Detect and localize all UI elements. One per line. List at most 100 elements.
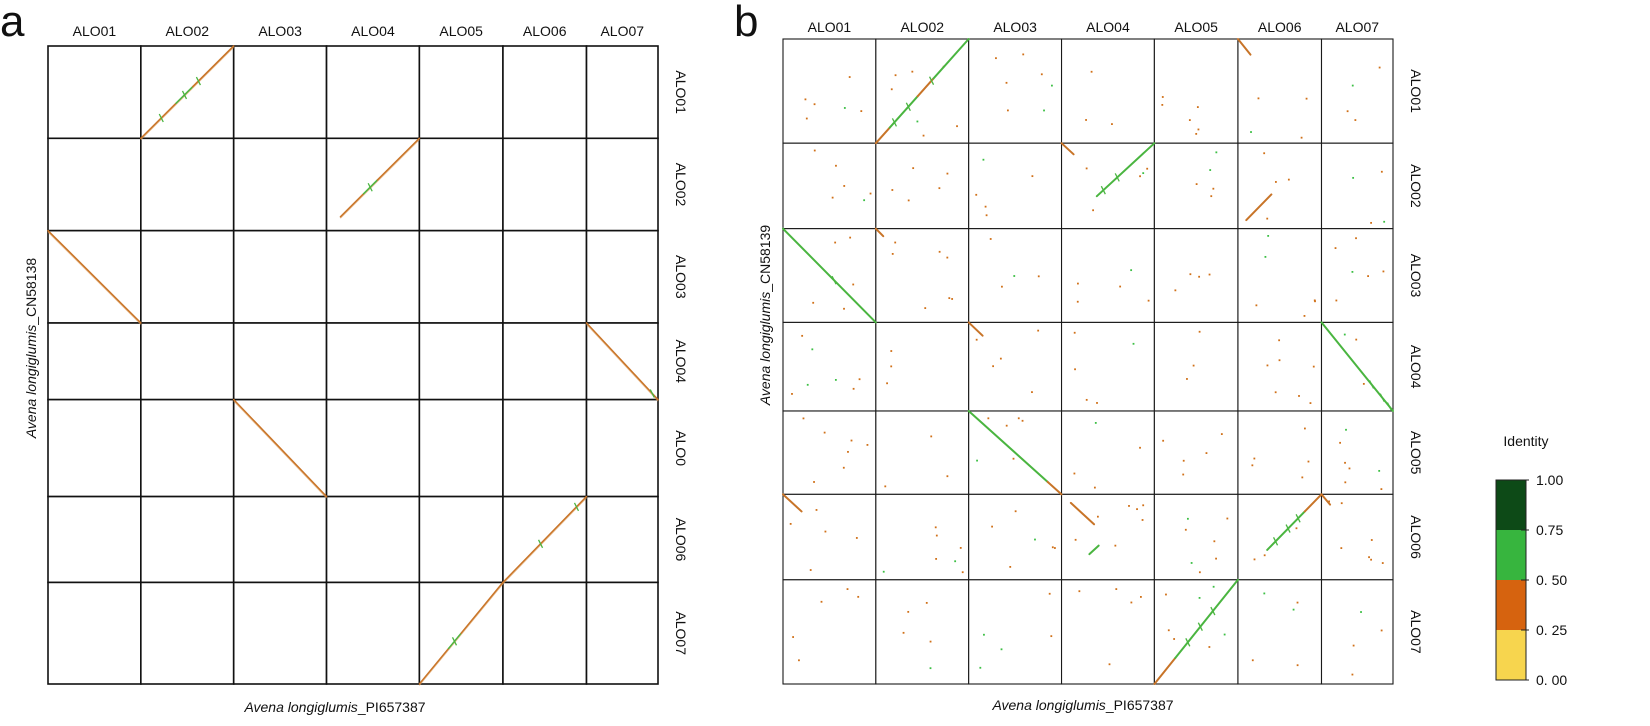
noise-dot bbox=[1190, 562, 1193, 564]
grid-cell bbox=[875, 321, 970, 412]
column-label-alo06: ALO06 bbox=[523, 23, 567, 39]
panel-a-row-labels: ALO01 ALO02 ALO03 ALO04 ALO0 ALO06 ALO07 bbox=[673, 70, 689, 655]
panel-a-y-axis-title: Avena longiglumis_CN58138 bbox=[23, 258, 39, 440]
noise-dot bbox=[1296, 601, 1299, 604]
noise-dot bbox=[1043, 109, 1045, 112]
alignment-tick bbox=[1272, 537, 1279, 546]
noise-dot bbox=[850, 439, 853, 442]
noise-dot bbox=[930, 435, 933, 438]
noise-dot bbox=[1346, 110, 1349, 113]
alignment-segment bbox=[874, 227, 885, 238]
grid-cell bbox=[502, 229, 588, 324]
noise-dot bbox=[1226, 517, 1229, 520]
noise-dot bbox=[1370, 539, 1373, 541]
identity-legend: Identity 1.00 0.75 0. 50 0. 25 0. 00 bbox=[1495, 433, 1567, 688]
noise-dot bbox=[1383, 220, 1386, 223]
alignment-tick bbox=[537, 539, 544, 549]
grid-cell bbox=[47, 398, 142, 498]
noise-dot bbox=[891, 253, 894, 255]
noise-dot bbox=[858, 378, 861, 381]
noise-dot bbox=[1073, 331, 1076, 334]
noise-dot bbox=[843, 307, 845, 310]
noise-dot bbox=[1263, 554, 1266, 557]
grid-cell bbox=[585, 137, 659, 232]
grid-cell bbox=[418, 45, 504, 140]
noise-dot bbox=[929, 667, 932, 670]
grid-cell bbox=[968, 493, 1063, 581]
noise-dot bbox=[984, 205, 987, 208]
noise-dot bbox=[916, 120, 919, 123]
alignment-tick bbox=[1368, 380, 1375, 389]
grid-cell bbox=[585, 398, 659, 498]
noise-dot bbox=[884, 485, 887, 488]
alignment-segment bbox=[1320, 493, 1332, 506]
noise-dot bbox=[1108, 663, 1111, 666]
row-label-alo0: ALO0 bbox=[673, 430, 689, 466]
noise-dot bbox=[843, 107, 846, 109]
noise-dot bbox=[1014, 510, 1017, 513]
column-label-alo01: ALO01 bbox=[73, 23, 117, 39]
noise-dot bbox=[989, 238, 992, 240]
grid-cell bbox=[47, 322, 142, 401]
noise-dot bbox=[824, 530, 827, 533]
noise-dot bbox=[1009, 565, 1012, 568]
noise-dot bbox=[995, 57, 997, 60]
legend-title: Identity bbox=[1503, 433, 1548, 449]
noise-dot bbox=[1382, 270, 1385, 273]
noise-dot bbox=[1209, 169, 1212, 171]
noise-dot bbox=[1111, 123, 1113, 125]
noise-dot bbox=[948, 297, 951, 300]
alignment-shadow bbox=[377, 139, 420, 182]
noise-dot bbox=[1263, 592, 1266, 595]
panel-a-label: a bbox=[0, 0, 25, 46]
noise-dot bbox=[979, 666, 982, 669]
noise-dot bbox=[1381, 562, 1384, 564]
noise-dot bbox=[938, 187, 941, 190]
noise-dot bbox=[811, 348, 814, 351]
noise-dot bbox=[1147, 299, 1150, 302]
noise-dot bbox=[801, 334, 804, 337]
alignment-tick bbox=[1295, 513, 1301, 523]
noise-dot bbox=[823, 431, 826, 434]
panel-b-x-axis-title: Avena longiglumis_PI657387 bbox=[991, 697, 1173, 713]
alignment-tick bbox=[158, 113, 164, 123]
noise-dot bbox=[1141, 519, 1144, 521]
noise-dot bbox=[813, 149, 816, 152]
noise-dot bbox=[857, 595, 860, 598]
row-label-alo03: ALO03 bbox=[1408, 254, 1424, 298]
noise-dot bbox=[1266, 364, 1269, 367]
noise-dot bbox=[1344, 481, 1347, 484]
noise-dot bbox=[842, 466, 845, 469]
noise-dot bbox=[1198, 330, 1201, 333]
alignment-segment bbox=[1303, 493, 1323, 513]
noise-dot bbox=[806, 383, 809, 386]
noise-dot bbox=[882, 570, 885, 573]
grid-cell bbox=[1153, 228, 1239, 323]
alignment-shadow bbox=[419, 649, 449, 686]
row-label-alo02: ALO02 bbox=[673, 163, 689, 207]
noise-dot bbox=[1031, 175, 1034, 178]
noise-dot bbox=[848, 76, 851, 78]
noise-dot bbox=[911, 70, 914, 73]
alignment-tick bbox=[1386, 402, 1393, 411]
grid-cell bbox=[1153, 142, 1239, 230]
noise-dot bbox=[1380, 170, 1383, 173]
noise-dot bbox=[1132, 342, 1135, 345]
noise-dot bbox=[924, 307, 927, 310]
noise-dot bbox=[812, 301, 815, 304]
panel-a-column-labels: ALO01 ALO02 ALO03 ALO04 ALO05 ALO06 ALO07 bbox=[73, 23, 645, 39]
alignment-tick bbox=[1185, 638, 1191, 647]
noise-dot bbox=[925, 601, 928, 604]
alignment-segment bbox=[1095, 142, 1156, 198]
noise-dot bbox=[907, 610, 910, 613]
noise-dot bbox=[831, 196, 834, 199]
noise-dot bbox=[1174, 289, 1177, 292]
noise-dot bbox=[1198, 597, 1201, 599]
noise-dot bbox=[1210, 195, 1213, 198]
noise-dot bbox=[1115, 588, 1118, 590]
noise-dot bbox=[991, 525, 993, 528]
noise-dot bbox=[1370, 221, 1373, 224]
grid-cell bbox=[232, 495, 328, 584]
noise-dot bbox=[956, 125, 958, 128]
noise-dot bbox=[1162, 439, 1165, 442]
